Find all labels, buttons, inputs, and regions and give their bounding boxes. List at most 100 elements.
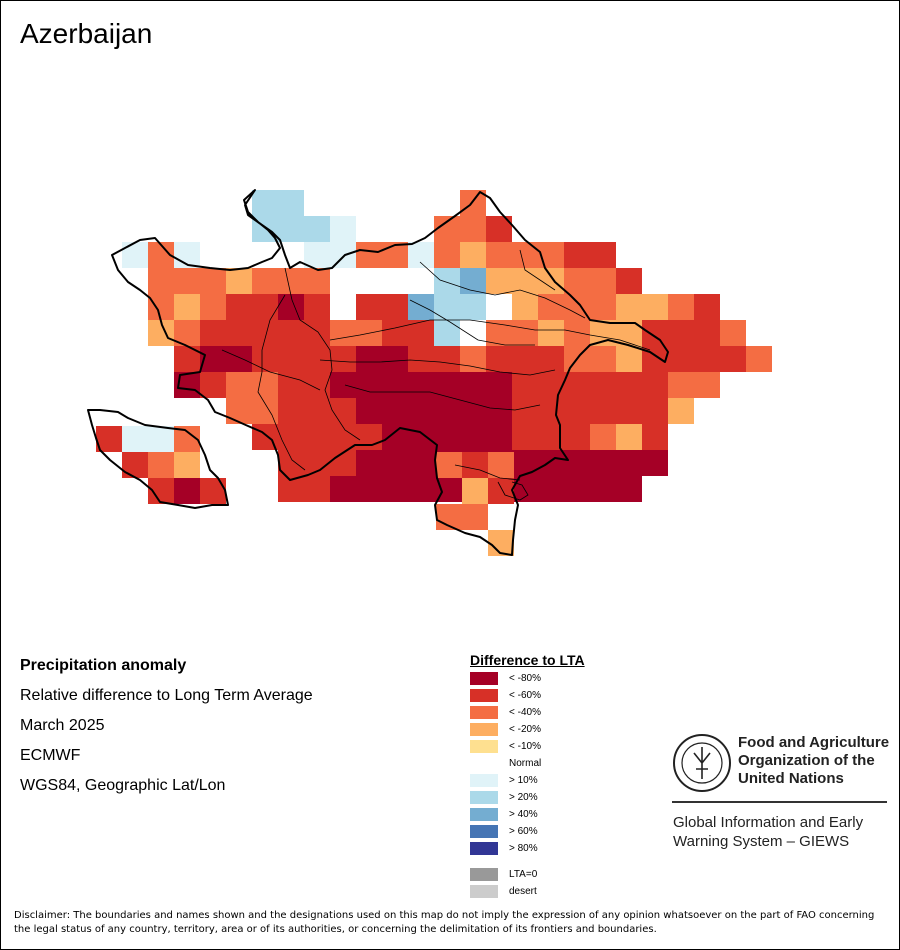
internal-boundaries — [221, 249, 651, 501]
grid-cell — [408, 424, 434, 450]
grid-cell — [486, 398, 512, 424]
grid-cell — [616, 476, 642, 502]
grid-cell — [564, 294, 590, 320]
grid-cell — [278, 372, 304, 398]
grid-cell — [668, 320, 694, 346]
info-projection: WGS84, Geographic Lat/Lon — [20, 777, 226, 794]
legend-swatch — [470, 757, 498, 770]
grid-cell — [486, 424, 512, 450]
grid-cell — [590, 450, 616, 476]
grid-cell — [590, 268, 616, 294]
grid-cell — [148, 294, 174, 320]
grid-cell — [668, 294, 694, 320]
grid-cell — [252, 372, 278, 398]
grid-cell — [356, 398, 382, 424]
org-name: Food and Agriculture Organization of the… — [738, 734, 889, 788]
grid-cell — [174, 452, 200, 478]
grid-cell — [330, 424, 356, 450]
grid-cell — [462, 452, 488, 478]
grid-cell — [590, 346, 616, 372]
grid-cell — [356, 450, 382, 476]
grid-cell — [382, 294, 408, 320]
grid-cell — [538, 294, 564, 320]
grid-cell — [590, 294, 616, 320]
grid-cell — [226, 268, 252, 294]
info-heading: Precipitation anomaly — [20, 657, 187, 674]
grid-cell — [590, 424, 616, 450]
grid-cell — [512, 320, 538, 346]
grid-cell — [434, 320, 460, 346]
org-name-line1: Food and Agriculture — [738, 734, 890, 751]
grid-cell — [226, 398, 252, 424]
grid-cell — [304, 216, 330, 242]
grid-cell — [200, 372, 226, 398]
grid-cell — [356, 294, 382, 320]
grid-cell — [304, 398, 330, 424]
grid-cell — [694, 372, 720, 398]
grid-cell — [122, 242, 148, 268]
grid-cell — [304, 268, 330, 294]
system-line2: Warning System – GIEWS — [673, 833, 850, 850]
legend-label: < -10% — [509, 741, 541, 752]
legend-swatch — [470, 808, 498, 821]
grid-cell — [408, 294, 434, 320]
grid-cell — [564, 320, 590, 346]
grid-cell — [278, 346, 304, 372]
grid-cell — [434, 242, 460, 268]
grid-cell — [330, 346, 356, 372]
grid-cell — [278, 294, 304, 320]
grid-cell — [642, 398, 668, 424]
grid-cell — [200, 268, 226, 294]
grid-cell — [488, 478, 514, 504]
grid-cell — [460, 346, 486, 372]
grid-cell — [330, 372, 356, 398]
grid-cell — [304, 346, 330, 372]
grid-cell — [408, 450, 434, 476]
grid-cell — [304, 424, 330, 450]
grid-cell — [720, 320, 746, 346]
grid-cell — [252, 320, 278, 346]
grid-cell — [668, 372, 694, 398]
grid-cell — [460, 216, 486, 242]
legend-label: > 20% — [509, 792, 538, 803]
grid-cell — [460, 268, 486, 294]
legend-label: > 60% — [509, 826, 538, 837]
legend-swatch — [470, 842, 498, 855]
legend-swatch — [470, 740, 498, 753]
grid-cell — [538, 346, 564, 372]
mainland-border — [111, 189, 669, 556]
grid-cell — [616, 294, 642, 320]
grid-cell — [590, 476, 616, 502]
grid-cell — [512, 294, 538, 320]
org-name-line3: United Nations — [738, 770, 844, 787]
grid-cell — [148, 452, 174, 478]
grid-cell — [668, 398, 694, 424]
legend-label: < -20% — [509, 724, 541, 735]
grid-cell — [174, 268, 200, 294]
grid-cell — [486, 268, 512, 294]
grid-cell — [564, 242, 590, 268]
grid-cell — [486, 294, 512, 320]
legend-label: desert — [509, 886, 537, 897]
grid-cell — [746, 346, 772, 372]
grid-cell — [226, 294, 252, 320]
info-model: ECMWF — [20, 747, 81, 764]
grid-cell — [694, 294, 720, 320]
grid-cell — [590, 372, 616, 398]
grid-cell — [356, 268, 382, 294]
grid-cell — [226, 372, 252, 398]
grid-cell — [304, 476, 330, 502]
grid-cell — [304, 242, 330, 268]
grid-cell — [462, 504, 488, 530]
grid-cell — [278, 320, 304, 346]
grid-cell — [512, 372, 538, 398]
grid-cell — [252, 190, 278, 216]
grid-cell — [564, 268, 590, 294]
grid-cell — [252, 346, 278, 372]
grid-cell — [616, 346, 642, 372]
grid-cell — [330, 398, 356, 424]
grid-cell — [512, 476, 538, 502]
grid-cell — [278, 398, 304, 424]
grid-cell — [564, 372, 590, 398]
grid-cell — [564, 424, 590, 450]
